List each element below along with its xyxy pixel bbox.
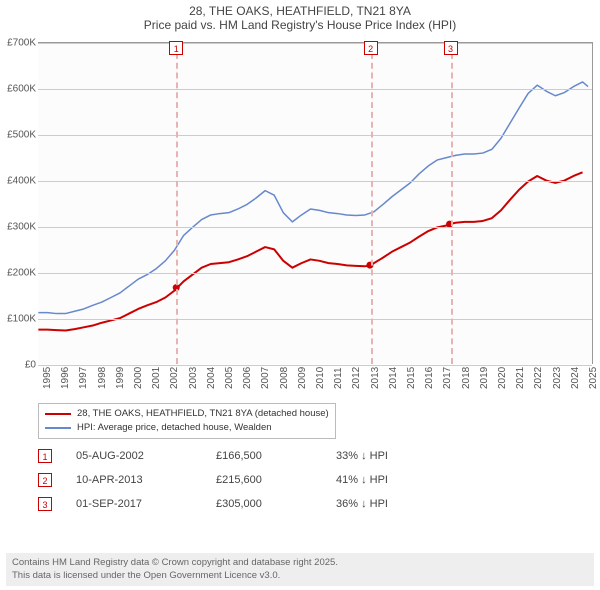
x-axis-label: 2016 <box>424 367 435 389</box>
title-block: 28, THE OAKS, HEATHFIELD, TN21 8YA Price… <box>0 0 600 34</box>
marker-badge: 3 <box>444 41 458 55</box>
x-axis-label: 2009 <box>297 367 308 389</box>
x-axis-label: 2002 <box>169 367 180 389</box>
x-axis-label: 1996 <box>60 367 71 389</box>
marker-badge: 1 <box>169 41 183 55</box>
x-axis-label: 2014 <box>388 367 399 389</box>
x-axis-label: 2015 <box>406 367 417 389</box>
y-axis-label: £0 <box>0 360 36 371</box>
x-axis-label: 2021 <box>515 367 526 389</box>
sale-marker-badge: 2 <box>38 473 52 487</box>
sale-date: 10-APR-2013 <box>76 474 216 486</box>
y-axis-label: £700K <box>0 38 36 49</box>
chart-container: 28, THE OAKS, HEATHFIELD, TN21 8YA Price… <box>0 0 600 590</box>
x-axis-label: 2003 <box>188 367 199 389</box>
x-axis-label: 1995 <box>42 367 53 389</box>
legend-label: 28, THE OAKS, HEATHFIELD, TN21 8YA (deta… <box>77 407 329 421</box>
legend-box: 28, THE OAKS, HEATHFIELD, TN21 8YA (deta… <box>38 403 336 439</box>
marker-badge: 2 <box>364 41 378 55</box>
legend-item: 28, THE OAKS, HEATHFIELD, TN21 8YA (deta… <box>45 407 329 421</box>
gridline <box>38 227 592 228</box>
x-axis-label: 2023 <box>552 367 563 389</box>
sale-price: £166,500 <box>216 450 336 462</box>
series-line-property <box>38 172 582 330</box>
title-subtitle: Price paid vs. HM Land Registry's House … <box>0 18 600 32</box>
y-axis-label: £400K <box>0 176 36 187</box>
gridline <box>38 181 592 182</box>
y-axis-label: £300K <box>0 222 36 233</box>
footer-line: This data is licensed under the Open Gov… <box>12 570 588 582</box>
y-axis-label: £600K <box>0 84 36 95</box>
x-axis-label: 2006 <box>242 367 253 389</box>
x-axis-label: 1997 <box>78 367 89 389</box>
x-axis-label: 2022 <box>533 367 544 389</box>
x-axis-label: 2024 <box>570 367 581 389</box>
legend-swatch <box>45 427 71 429</box>
x-axis-label: 1999 <box>115 367 126 389</box>
x-axis-label: 2011 <box>333 367 344 389</box>
x-axis-label: 2018 <box>461 367 472 389</box>
gridline <box>38 135 592 136</box>
x-axis-label: 2010 <box>315 367 326 389</box>
y-axis-label: £100K <box>0 314 36 325</box>
table-row: 2 10-APR-2013 £215,600 41% ↓ HPI <box>38 468 456 492</box>
x-axis-label: 2004 <box>206 367 217 389</box>
sale-date: 01-SEP-2017 <box>76 498 216 510</box>
sale-date: 05-AUG-2002 <box>76 450 216 462</box>
sales-table: 1 05-AUG-2002 £166,500 33% ↓ HPI 2 10-AP… <box>38 444 456 516</box>
gridline <box>38 319 592 320</box>
x-axis-label: 2005 <box>224 367 235 389</box>
y-axis-label: £200K <box>0 268 36 279</box>
sale-diff: 41% ↓ HPI <box>336 474 456 486</box>
table-row: 1 05-AUG-2002 £166,500 33% ↓ HPI <box>38 444 456 468</box>
x-axis-label: 1998 <box>97 367 108 389</box>
x-axis-label: 2019 <box>479 367 490 389</box>
sale-diff: 36% ↓ HPI <box>336 498 456 510</box>
footer-attribution: Contains HM Land Registry data © Crown c… <box>6 553 594 586</box>
y-axis-label: £500K <box>0 130 36 141</box>
sale-diff: 33% ↓ HPI <box>336 450 456 462</box>
marker-line <box>451 43 453 364</box>
x-axis-label: 2017 <box>442 367 453 389</box>
gridline <box>38 43 592 44</box>
table-row: 3 01-SEP-2017 £305,000 36% ↓ HPI <box>38 492 456 516</box>
x-axis-label: 2008 <box>279 367 290 389</box>
sale-price: £215,600 <box>216 474 336 486</box>
chart-lines-svg <box>38 43 592 364</box>
sale-marker-badge: 1 <box>38 449 52 463</box>
legend-swatch <box>45 413 71 415</box>
legend-label: HPI: Average price, detached house, Weal… <box>77 421 272 435</box>
gridline <box>38 273 592 274</box>
sale-marker-badge: 3 <box>38 497 52 511</box>
x-axis-label: 2020 <box>497 367 508 389</box>
gridline <box>38 89 592 90</box>
x-axis-label: 2013 <box>370 367 381 389</box>
chart-plot-area: £0£100K£200K£300K£400K£500K£600K£700K199… <box>38 42 593 364</box>
series-line-hpi <box>38 82 588 314</box>
legend-item: HPI: Average price, detached house, Weal… <box>45 421 329 435</box>
marker-line <box>176 43 178 364</box>
title-address: 28, THE OAKS, HEATHFIELD, TN21 8YA <box>0 4 600 18</box>
x-axis-label: 2012 <box>351 367 362 389</box>
sale-price: £305,000 <box>216 498 336 510</box>
marker-line <box>371 43 373 364</box>
x-axis-label: 2000 <box>133 367 144 389</box>
footer-line: Contains HM Land Registry data © Crown c… <box>12 557 588 569</box>
x-axis-label: 2001 <box>151 367 162 389</box>
x-axis-label: 2025 <box>588 367 599 389</box>
x-axis-label: 2007 <box>260 367 271 389</box>
